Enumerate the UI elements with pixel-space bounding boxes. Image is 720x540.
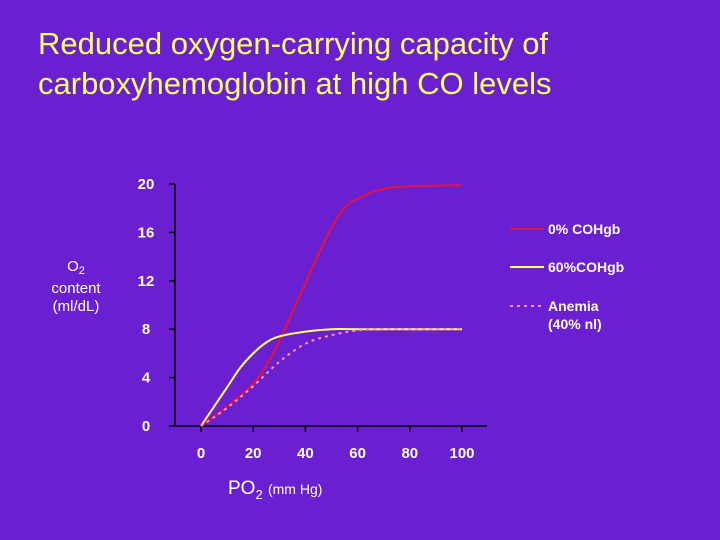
y-tick-label: 8 [142, 321, 150, 338]
y-tick-label: 16 [138, 224, 155, 241]
y-tick-label: 4 [142, 370, 151, 387]
x-tick-label: 20 [245, 445, 262, 462]
y-axis-label: O2 content (ml/dL) [30, 258, 122, 316]
y-tick-label: 0 [142, 418, 150, 435]
series-line-60pct-cohgb [200, 328, 462, 427]
y-tick-label: 20 [138, 176, 155, 193]
x-tick-label: 40 [297, 445, 314, 462]
x-label-unit: (mm Hg) [267, 481, 323, 497]
y-label-line2: content [51, 280, 101, 297]
legend-60pct-cohgb-label: 60%COHgb [548, 259, 624, 275]
title-line-1: Reduced oxygen-carrying capacity of [38, 26, 549, 61]
x-tick-label: 60 [349, 445, 366, 462]
x-label-sub: 2 [255, 487, 263, 502]
x-tick-label: 0 [197, 445, 205, 462]
x-tick-label: 80 [401, 445, 418, 462]
x-label-main: PO [228, 478, 256, 499]
series-line-0pct-cohgb [200, 184, 463, 427]
legend-0pct-cohgb-label: 0% COHgb [548, 221, 620, 237]
legend-anemia-label-line1: Anemia [548, 298, 599, 314]
y-label-main: O [67, 258, 79, 275]
y-label-sub: 2 [78, 265, 85, 277]
series-line-anemia [200, 328, 463, 427]
y-label-line3: (ml/dL) [52, 298, 100, 315]
slide-title: Reduced oxygen-carrying capacity of carb… [38, 24, 698, 104]
legend-anemia-label-line2: (40% nl) [548, 316, 602, 332]
x-tick-label: 100 [449, 445, 474, 462]
x-axis-label: PO2 (mm Hg) [228, 478, 322, 502]
y-tick-label: 12 [138, 273, 155, 290]
title-line-2: carboxyhemoglobin at high CO levels [38, 66, 552, 101]
